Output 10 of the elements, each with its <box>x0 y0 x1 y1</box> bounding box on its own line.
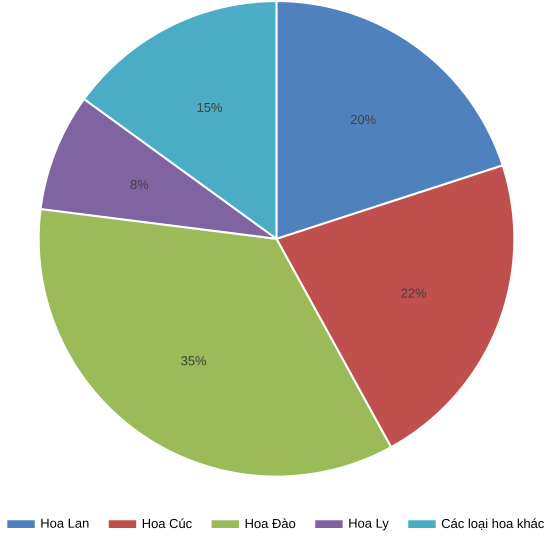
data-label: 20% <box>350 115 376 124</box>
data-label: 22% <box>401 288 426 298</box>
data-label: 15% <box>198 102 222 112</box>
legend-label: Hoa Lan <box>41 518 88 528</box>
legend-label: Hoa Cúc <box>142 518 192 528</box>
legend-label: Các loại hoa khác <box>442 518 544 530</box>
data-label: 8% <box>130 180 148 190</box>
legend-label: Hoa Đào <box>246 518 296 528</box>
legend-label: Hoa Ly <box>349 518 389 530</box>
data-label: 35% <box>181 356 206 366</box>
